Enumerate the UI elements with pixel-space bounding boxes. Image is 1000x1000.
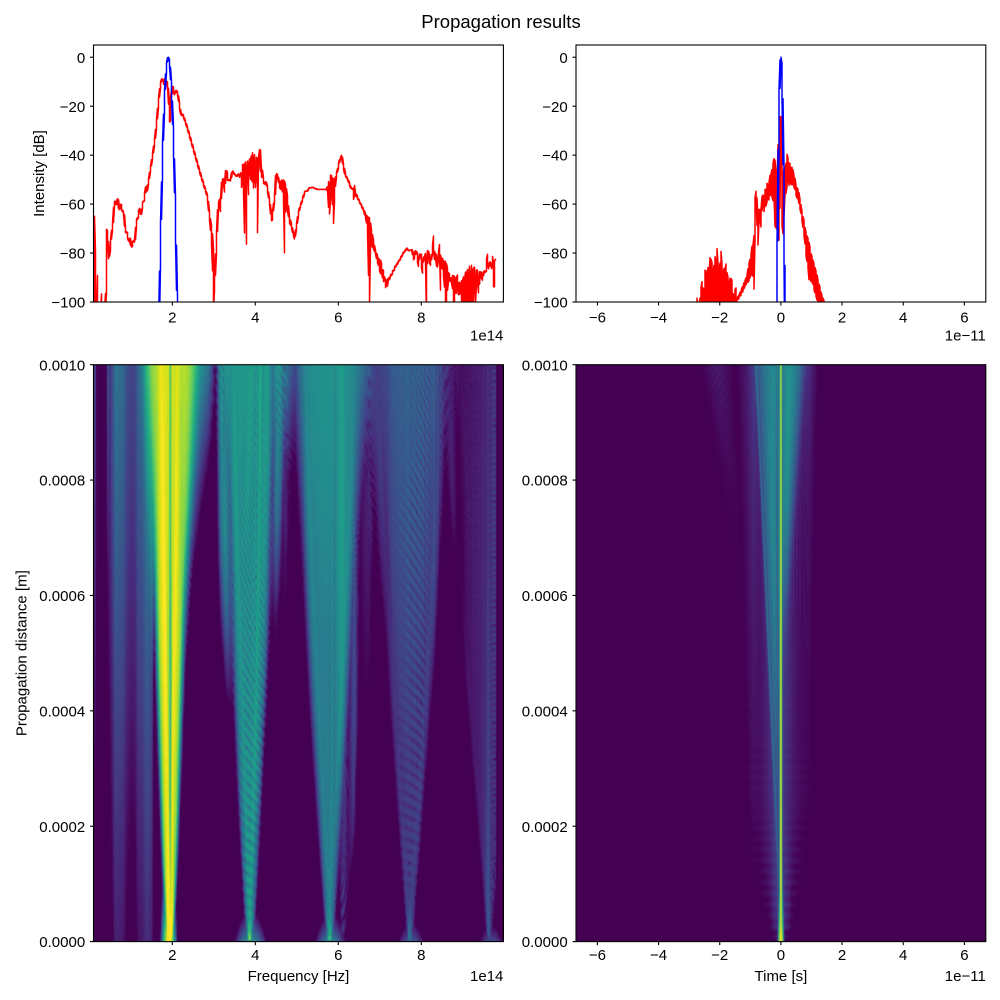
svg-text:0.0004: 0.0004 — [39, 703, 85, 720]
svg-text:−40: −40 — [542, 148, 567, 165]
svg-text:1e14: 1e14 — [470, 968, 503, 985]
svg-text:8: 8 — [417, 310, 425, 327]
svg-text:−60: −60 — [60, 197, 85, 214]
svg-text:1e−11: 1e−11 — [945, 328, 986, 345]
svg-text:−100: −100 — [534, 295, 568, 312]
svg-text:−4: −4 — [650, 947, 667, 964]
svg-text:0.0004: 0.0004 — [522, 703, 568, 720]
svg-text:−100: −100 — [51, 295, 85, 312]
svg-text:4: 4 — [899, 310, 907, 327]
svg-text:2: 2 — [838, 947, 846, 964]
svg-text:4: 4 — [251, 310, 259, 327]
svg-text:6: 6 — [960, 310, 968, 327]
svg-text:1e14: 1e14 — [470, 328, 503, 345]
svg-text:Propagation results: Propagation results — [421, 11, 580, 32]
svg-text:−40: −40 — [60, 148, 85, 165]
svg-text:−20: −20 — [60, 99, 85, 116]
svg-text:4: 4 — [251, 947, 259, 964]
svg-text:8: 8 — [417, 947, 425, 964]
svg-text:Intensity [dB]: Intensity [dB] — [31, 130, 48, 217]
svg-text:0.0000: 0.0000 — [39, 934, 85, 951]
svg-text:−4: −4 — [650, 310, 667, 327]
svg-text:−80: −80 — [60, 246, 85, 263]
svg-text:0: 0 — [777, 310, 785, 327]
svg-text:−20: −20 — [542, 99, 567, 116]
svg-text:6: 6 — [334, 947, 342, 964]
svg-text:4: 4 — [899, 947, 907, 964]
svg-text:0: 0 — [559, 50, 567, 67]
svg-text:−60: −60 — [542, 197, 567, 214]
svg-text:2: 2 — [168, 310, 176, 327]
svg-text:0.0002: 0.0002 — [39, 819, 85, 836]
svg-text:0: 0 — [77, 50, 85, 67]
svg-text:0.0006: 0.0006 — [39, 588, 85, 605]
svg-text:−80: −80 — [542, 246, 567, 263]
svg-text:0.0002: 0.0002 — [522, 819, 568, 836]
svg-text:0.0006: 0.0006 — [522, 588, 568, 605]
svg-text:−2: −2 — [711, 947, 728, 964]
svg-text:0.0000: 0.0000 — [522, 934, 568, 951]
svg-text:1e−11: 1e−11 — [945, 968, 986, 985]
svg-text:Time [s]: Time [s] — [755, 968, 808, 985]
svg-text:6: 6 — [960, 947, 968, 964]
svg-text:0.0010: 0.0010 — [522, 357, 568, 374]
svg-text:0: 0 — [777, 947, 785, 964]
svg-text:6: 6 — [334, 310, 342, 327]
svg-text:0.0010: 0.0010 — [39, 357, 85, 374]
svg-text:−2: −2 — [711, 310, 728, 327]
svg-text:Frequency [Hz]: Frequency [Hz] — [248, 968, 350, 985]
svg-text:Propagation distance [m]: Propagation distance [m] — [14, 570, 31, 736]
svg-text:0.0008: 0.0008 — [522, 473, 568, 490]
svg-text:2: 2 — [838, 310, 846, 327]
svg-text:−6: −6 — [589, 947, 606, 964]
svg-text:0.0008: 0.0008 — [39, 473, 85, 490]
svg-text:−6: −6 — [589, 310, 606, 327]
svg-text:2: 2 — [168, 947, 176, 964]
